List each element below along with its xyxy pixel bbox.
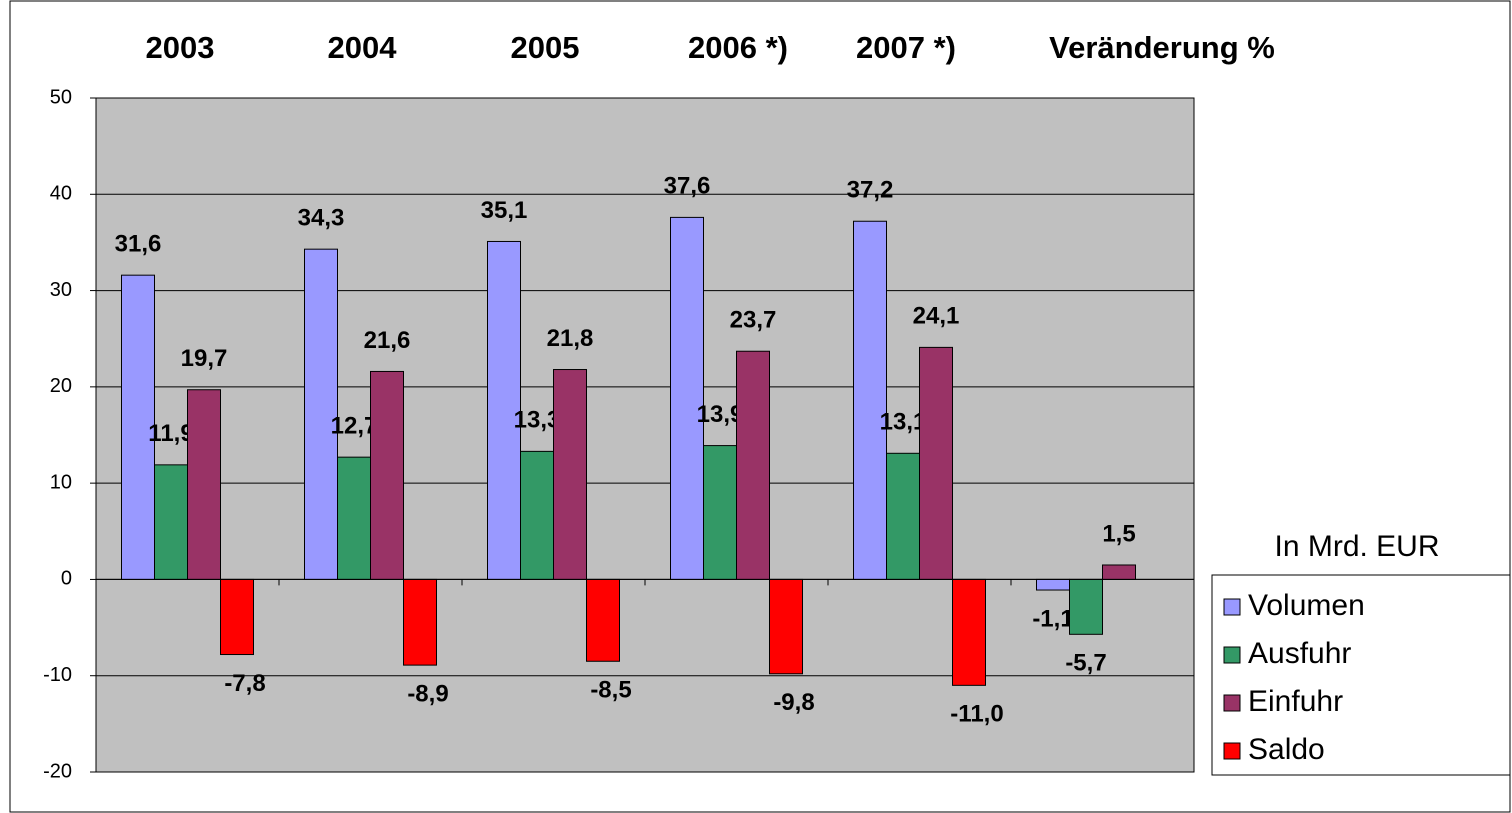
y-tick-label: -10 [43,664,72,686]
value-label: -5,7 [1065,650,1106,677]
value-label: -7,8 [224,670,265,697]
value-label: 11,9 [148,420,193,447]
bar [370,370,404,580]
value-label: 35,1 [481,197,528,224]
value-label: 37,6 [664,173,711,200]
value-label: 23,7 [730,307,777,334]
value-label: -8,5 [590,677,631,704]
bar [187,389,221,580]
value-label: 13,1 [880,409,927,436]
legend-swatch [1223,598,1241,616]
legend-label: Einfuhr [1248,685,1343,718]
value-label: -1,1 [1032,605,1073,632]
value-label: 31,6 [115,231,162,258]
bar [220,578,254,656]
value-label: 24,1 [913,303,960,330]
legend [1211,574,1511,776]
bar [769,578,803,675]
value-label: 37,2 [847,177,894,204]
bar [703,445,737,580]
bar [1069,578,1103,635]
bar [553,369,587,580]
legend-label: Saldo [1248,733,1325,766]
value-label: 34,3 [298,205,345,232]
annotation: In Mrd. EUR [1274,530,1439,563]
value-label: 1,5 [1102,520,1135,547]
bar [919,346,953,580]
category-label: 2005 [511,30,580,65]
category-label: 2004 [328,30,398,65]
bar [121,274,155,580]
y-tick-label: 30 [50,279,72,301]
value-label: 21,8 [547,325,594,352]
y-tick-label: 0 [61,568,72,590]
category-label: 2006 *) [688,30,788,65]
legend-label: Ausfuhr [1248,637,1351,670]
y-tick-label: 40 [50,183,72,205]
plot-area [95,97,1195,773]
value-label: 13,3 [514,407,561,434]
legend-swatch [1223,646,1241,664]
bar [586,578,620,662]
bar [304,248,338,580]
category-label: 2007 *) [856,30,956,65]
legend-label: Volumen [1248,589,1365,622]
value-label: 19,7 [181,345,228,372]
bar [403,578,437,666]
legend-swatch [1223,742,1241,760]
y-tick-label: 10 [50,471,72,493]
y-tick-label: 20 [50,375,72,397]
value-label: -11,0 [950,701,1003,728]
category-label: 2003 [146,30,215,65]
bar [1036,578,1070,591]
bar [337,456,371,580]
bar [736,350,770,580]
value-label: 21,6 [364,327,411,354]
bar [154,464,188,580]
bar [886,452,920,580]
bar [670,216,704,580]
value-label: -9,8 [773,689,814,716]
bar [520,450,554,580]
bar [853,220,887,580]
value-label: 12,7 [331,412,378,439]
y-tick-label: -20 [43,760,72,782]
legend-swatch [1223,694,1241,712]
value-label: -8,9 [407,680,448,707]
frame [9,0,1511,813]
bar [1102,564,1136,580]
y-tick-label: 50 [50,86,72,108]
bar [952,578,986,686]
value-label: 13,9 [697,401,744,428]
category-label: Veränderung % [1049,30,1275,65]
